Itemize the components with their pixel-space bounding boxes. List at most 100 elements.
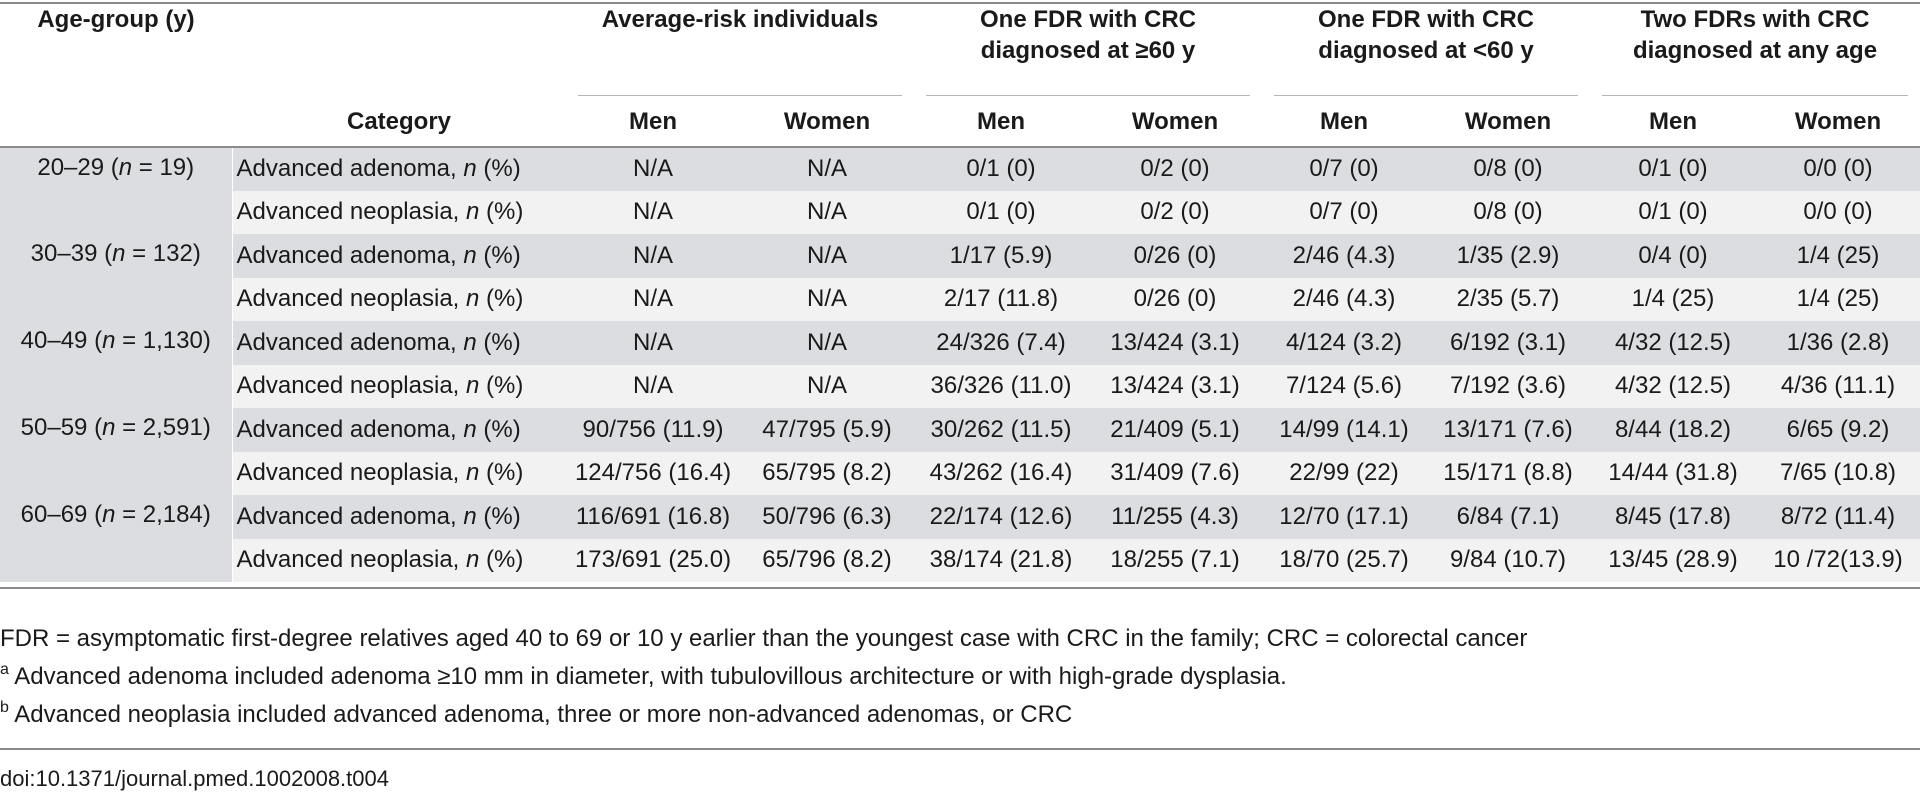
value-cell: N/A	[740, 321, 914, 365]
value-cell: 2/46 (4.3)	[1262, 277, 1426, 321]
value-cell: 10 /72(13.9)	[1756, 538, 1920, 582]
value-cell: 1/4 (25)	[1756, 234, 1920, 278]
value-cell: N/A	[566, 321, 740, 365]
value-cell: 65/795 (8.2)	[740, 451, 914, 495]
value-cell: 1/4 (25)	[1756, 277, 1920, 321]
table-row: Advanced neoplasia, n (%) N/A N/A 2/17 (11.…	[0, 277, 1920, 321]
men-header: Men	[1590, 96, 1756, 148]
value-cell: 6/192 (3.1)	[1426, 321, 1590, 365]
men-header: Men	[1262, 96, 1426, 148]
category-advanced-neoplasia: Advanced neoplasia, n (%)	[231, 277, 566, 321]
women-header: Women	[740, 96, 914, 148]
value-cell: 0/26 (0)	[1088, 277, 1262, 321]
doi-rule	[0, 748, 1920, 750]
value-cell: 1/4 (25)	[1590, 277, 1756, 321]
group-header-two-fdrs: Two FDRs with CRC diagnosed at any age	[1590, 4, 1920, 96]
value-cell: 22/99 (22)	[1262, 451, 1426, 495]
value-cell: 8/44 (18.2)	[1590, 408, 1756, 452]
value-cell: 0/8 (0)	[1426, 190, 1590, 234]
value-cell: N/A	[566, 190, 740, 234]
value-cell: 2/35 (5.7)	[1426, 277, 1590, 321]
value-cell: 0/7 (0)	[1262, 190, 1426, 234]
value-cell: 1/35 (2.9)	[1426, 234, 1590, 278]
age-group-header: Age-group (y)	[37, 6, 195, 33]
category-advanced-neoplasia: Advanced neoplasia, n (%)	[231, 364, 566, 408]
value-cell: 13/424 (3.1)	[1088, 321, 1262, 365]
value-cell: 0/26 (0)	[1088, 234, 1262, 278]
age-group-cell: 50–59 (n = 2,591)	[0, 408, 232, 495]
doi-text: doi:10.1371/journal.pmed.1002008.t004	[0, 766, 389, 791]
value-cell: 13/171 (7.6)	[1426, 408, 1590, 452]
category-advanced-adenoma: Advanced adenoma, n (%)	[231, 495, 566, 539]
value-cell: 50/796 (6.3)	[740, 495, 914, 539]
value-cell: 15/171 (8.8)	[1426, 451, 1590, 495]
group-header-fdr-under-60: One FDR with CRC diagnosed at <60 y	[1262, 4, 1590, 96]
top-rule	[0, 2, 1920, 4]
value-cell: 30/262 (11.5)	[914, 408, 1088, 452]
value-cell: 22/174 (12.6)	[914, 495, 1088, 539]
value-cell: 4/124 (3.2)	[1262, 321, 1426, 365]
table-row: Advanced neoplasia, n (%) N/A N/A 36/326 (1…	[0, 364, 1920, 408]
women-header: Women	[1426, 96, 1590, 148]
value-cell: 7/124 (5.6)	[1262, 364, 1426, 408]
value-cell: 7/65 (10.8)	[1756, 451, 1920, 495]
table-row: Advanced neoplasia, n (%) 124/756 (16.4) 6…	[0, 451, 1920, 495]
value-cell: N/A	[566, 277, 740, 321]
value-cell: N/A	[740, 364, 914, 408]
value-cell: N/A	[740, 147, 914, 191]
table-row: Advanced neoplasia, n (%) N/A N/A 0/1 (0) 0/…	[0, 190, 1920, 234]
value-cell: N/A	[566, 364, 740, 408]
value-cell: 6/84 (7.1)	[1426, 495, 1590, 539]
results-table: Age-group (y) Average-risk individuals O…	[0, 4, 1920, 582]
value-cell: 0/8 (0)	[1426, 147, 1590, 191]
bottom-rule	[0, 587, 1920, 589]
category-advanced-neoplasia: Advanced neoplasia, n (%)	[231, 538, 566, 582]
women-header: Women	[1756, 96, 1920, 148]
value-cell: 0/0 (0)	[1756, 147, 1920, 191]
value-cell: N/A	[740, 234, 914, 278]
value-cell: 13/45 (28.9)	[1590, 538, 1756, 582]
category-advanced-adenoma: Advanced adenoma, n (%)	[231, 147, 566, 191]
value-cell: 7/192 (3.6)	[1426, 364, 1590, 408]
value-cell: 4/32 (12.5)	[1590, 321, 1756, 365]
age-group-cell: 60–69 (n = 2,184)	[0, 495, 232, 582]
value-cell: 4/36 (11.1)	[1756, 364, 1920, 408]
footnotes: FDR = asymptomatic first-degree relative…	[0, 620, 1920, 734]
category-header: Category	[232, 96, 566, 148]
value-cell: 13/424 (3.1)	[1088, 364, 1262, 408]
value-cell: 2/17 (11.8)	[914, 277, 1088, 321]
value-cell: N/A	[740, 277, 914, 321]
age-group-cell: 40–49 (n = 1,130)	[0, 321, 232, 408]
value-cell: 8/45 (17.8)	[1590, 495, 1756, 539]
value-cell: 65/796 (8.2)	[740, 538, 914, 582]
value-cell: 0/2 (0)	[1088, 147, 1262, 191]
category-advanced-neoplasia: Advanced neoplasia, n (%)	[231, 451, 566, 495]
value-cell: 11/255 (4.3)	[1088, 495, 1262, 539]
value-cell: 21/409 (5.1)	[1088, 408, 1262, 452]
value-cell: 36/326 (11.0)	[914, 364, 1088, 408]
value-cell: 90/756 (11.9)	[566, 408, 740, 452]
men-header: Men	[566, 96, 740, 148]
women-header: Women	[1088, 96, 1262, 148]
table-row: 20–29 (n = 19) Advanced adenoma, n (%) N/A…	[0, 147, 1920, 234]
value-cell: 31/409 (7.6)	[1088, 451, 1262, 495]
value-cell: 4/32 (12.5)	[1590, 364, 1756, 408]
value-cell: 0/7 (0)	[1262, 147, 1426, 191]
value-cell: 0/1 (0)	[1590, 190, 1756, 234]
value-cell: 116/691 (16.8)	[566, 495, 740, 539]
value-cell: N/A	[566, 147, 740, 191]
age-group-cell: 30–39 (n = 132)	[0, 234, 232, 321]
category-advanced-adenoma: Advanced adenoma, n (%)	[231, 321, 566, 365]
value-cell: 0/2 (0)	[1088, 190, 1262, 234]
value-cell: 0/0 (0)	[1756, 190, 1920, 234]
age-group-cell: 20–29 (n = 19)	[0, 147, 232, 234]
value-cell: 9/84 (10.7)	[1426, 538, 1590, 582]
value-cell: 0/1 (0)	[914, 147, 1088, 191]
value-cell: 0/1 (0)	[914, 190, 1088, 234]
value-cell: 0/1 (0)	[1590, 147, 1756, 191]
value-cell: N/A	[740, 190, 914, 234]
value-cell: 43/262 (16.4)	[914, 451, 1088, 495]
table-row: 30–39 (n = 132) Advanced adenoma, n (%) N/…	[0, 234, 1920, 321]
value-cell: 1/36 (2.8)	[1756, 321, 1920, 365]
